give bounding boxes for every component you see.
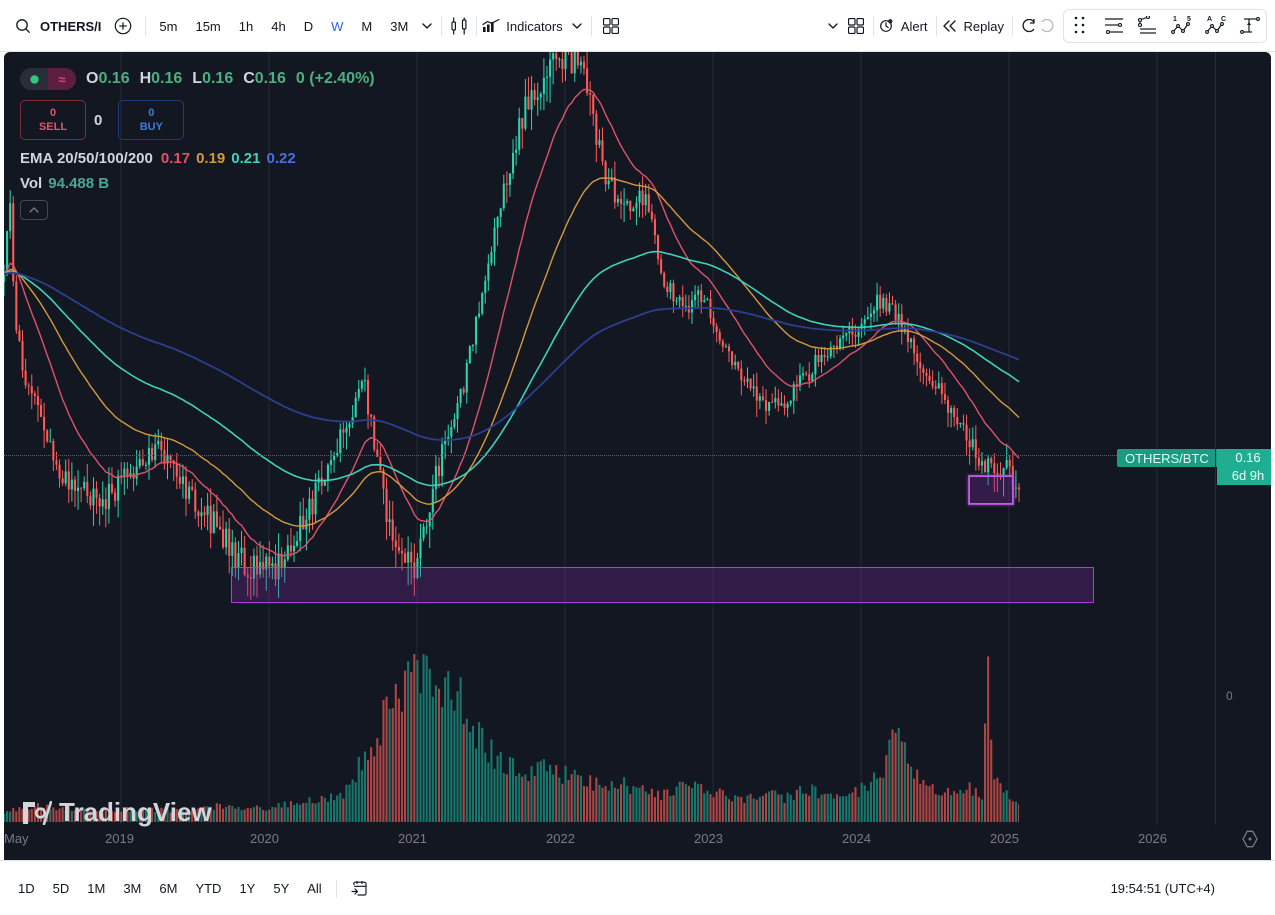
- svg-text:1: 1: [1173, 16, 1177, 23]
- svg-text:5: 5: [1187, 16, 1191, 23]
- svg-text:A: A: [1207, 16, 1212, 23]
- svg-text:C: C: [1221, 16, 1226, 23]
